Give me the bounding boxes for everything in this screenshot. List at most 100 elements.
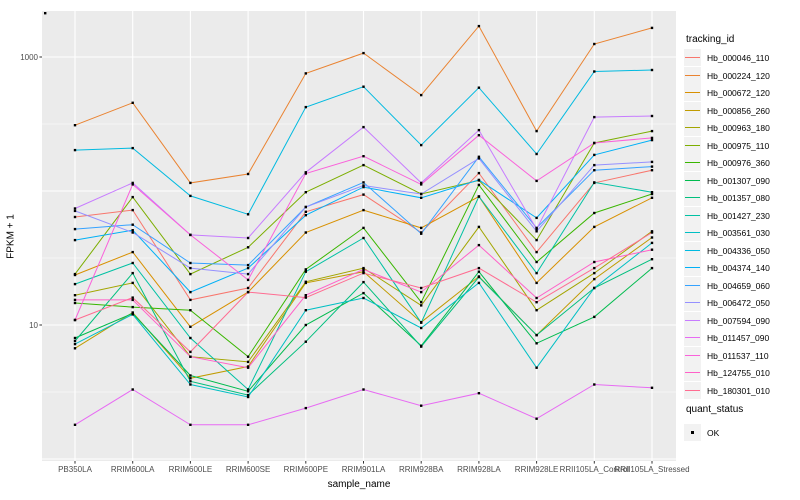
data-point (535, 281, 538, 285)
legend-item-label: Hb_004336_050 (707, 245, 770, 256)
x-tick-label: RRIM901LA (341, 465, 386, 474)
data-point (535, 129, 538, 133)
legend-key (684, 49, 701, 66)
data-point (535, 179, 538, 183)
data-point (420, 183, 423, 186)
legend-line-icon (685, 249, 700, 251)
data-point (420, 321, 423, 324)
data-point (420, 192, 423, 196)
data-point (650, 138, 654, 142)
data-point (650, 136, 654, 140)
data-point (477, 134, 481, 137)
legend-key (684, 206, 701, 224)
data-point (477, 243, 481, 247)
data-point (246, 236, 250, 240)
x-tick-label: PB350LA (58, 465, 92, 474)
data-point (362, 266, 365, 270)
data-point (593, 163, 596, 167)
data-point (246, 290, 250, 294)
data-point (593, 211, 596, 215)
data-point (304, 231, 307, 234)
data-point (593, 315, 596, 319)
legend-line-icon (685, 144, 700, 146)
data-point (304, 280, 307, 283)
data-point (304, 105, 307, 109)
data-point (593, 169, 596, 172)
data-point (131, 250, 134, 254)
data-point (535, 260, 538, 264)
data-point (593, 286, 596, 290)
data-point (131, 296, 134, 299)
data-point (535, 366, 538, 369)
data-point (477, 155, 481, 158)
data-point (246, 388, 250, 391)
data-point (477, 86, 481, 89)
data-point (73, 318, 77, 322)
data-point (362, 236, 365, 240)
x-tick-label: RRIM600LE (168, 465, 213, 474)
data-point (73, 298, 77, 302)
data-point (189, 374, 192, 377)
data-point (420, 181, 423, 185)
data-point (304, 210, 307, 213)
data-point (535, 238, 538, 242)
data-point (420, 143, 423, 147)
data-point (304, 294, 307, 297)
legend-line-icon (685, 267, 700, 268)
data-point (535, 216, 538, 220)
data-point (131, 195, 134, 199)
legend-key (684, 241, 701, 259)
data-point (535, 152, 538, 156)
legend-item-label: Hb_000046_110 (707, 53, 770, 63)
data-point (131, 146, 134, 150)
data-point (477, 392, 481, 395)
data-point (246, 263, 250, 267)
data-point (73, 336, 77, 340)
y-tick-label: 10 (29, 320, 38, 330)
legend-key (684, 276, 701, 294)
legend-line-icon (685, 214, 700, 216)
legend-line-icon (685, 337, 700, 338)
data-point (362, 271, 365, 275)
data-point (189, 355, 192, 358)
data-point (650, 129, 654, 133)
data-point (650, 196, 654, 199)
data-point (535, 271, 538, 275)
data-point (189, 377, 192, 380)
legend-key (684, 364, 701, 381)
x-tick-label: RRIM600LA (110, 465, 155, 474)
data-point (420, 93, 423, 97)
data-point (535, 309, 538, 312)
data-point (304, 340, 307, 343)
legend-item-label: Hb_000975_110 (707, 140, 770, 151)
x-tick-label: RRIM928LE (514, 465, 559, 474)
data-point (362, 85, 365, 88)
data-point (362, 125, 365, 129)
legend-key (684, 346, 701, 364)
data-point (593, 266, 596, 270)
data-point (593, 383, 596, 386)
data-point (535, 301, 538, 304)
data-point (73, 238, 77, 242)
data-point (650, 169, 654, 172)
data-point (477, 281, 481, 285)
legend-key (684, 84, 701, 101)
data-point (420, 290, 423, 294)
legend-item-label: Hb_001427_230 (707, 210, 770, 221)
data-point (304, 205, 307, 209)
data-point (420, 404, 423, 407)
x-tick-label: RRIM928BA (398, 465, 444, 474)
data-point (593, 271, 596, 275)
data-point (362, 291, 365, 295)
legend-item-label: Hb_006472_050 (707, 298, 770, 308)
data-point (477, 171, 481, 175)
data-point (477, 183, 481, 187)
data-point (477, 128, 481, 132)
data-point (650, 192, 654, 196)
legend-key (684, 329, 701, 346)
data-point (535, 230, 538, 233)
data-point (477, 157, 481, 160)
data-point (477, 270, 481, 273)
